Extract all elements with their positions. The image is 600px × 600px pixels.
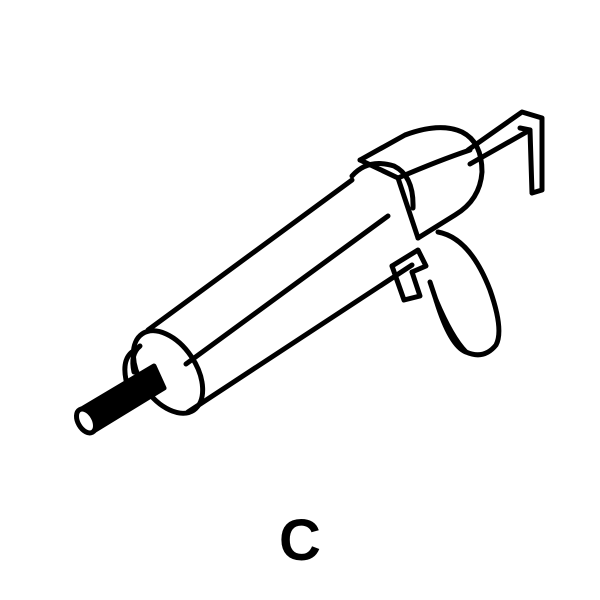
nozzle-tip [73,366,164,436]
gun-handle [430,232,499,355]
figure-caption: C [0,512,600,570]
gun-frame [352,128,482,238]
